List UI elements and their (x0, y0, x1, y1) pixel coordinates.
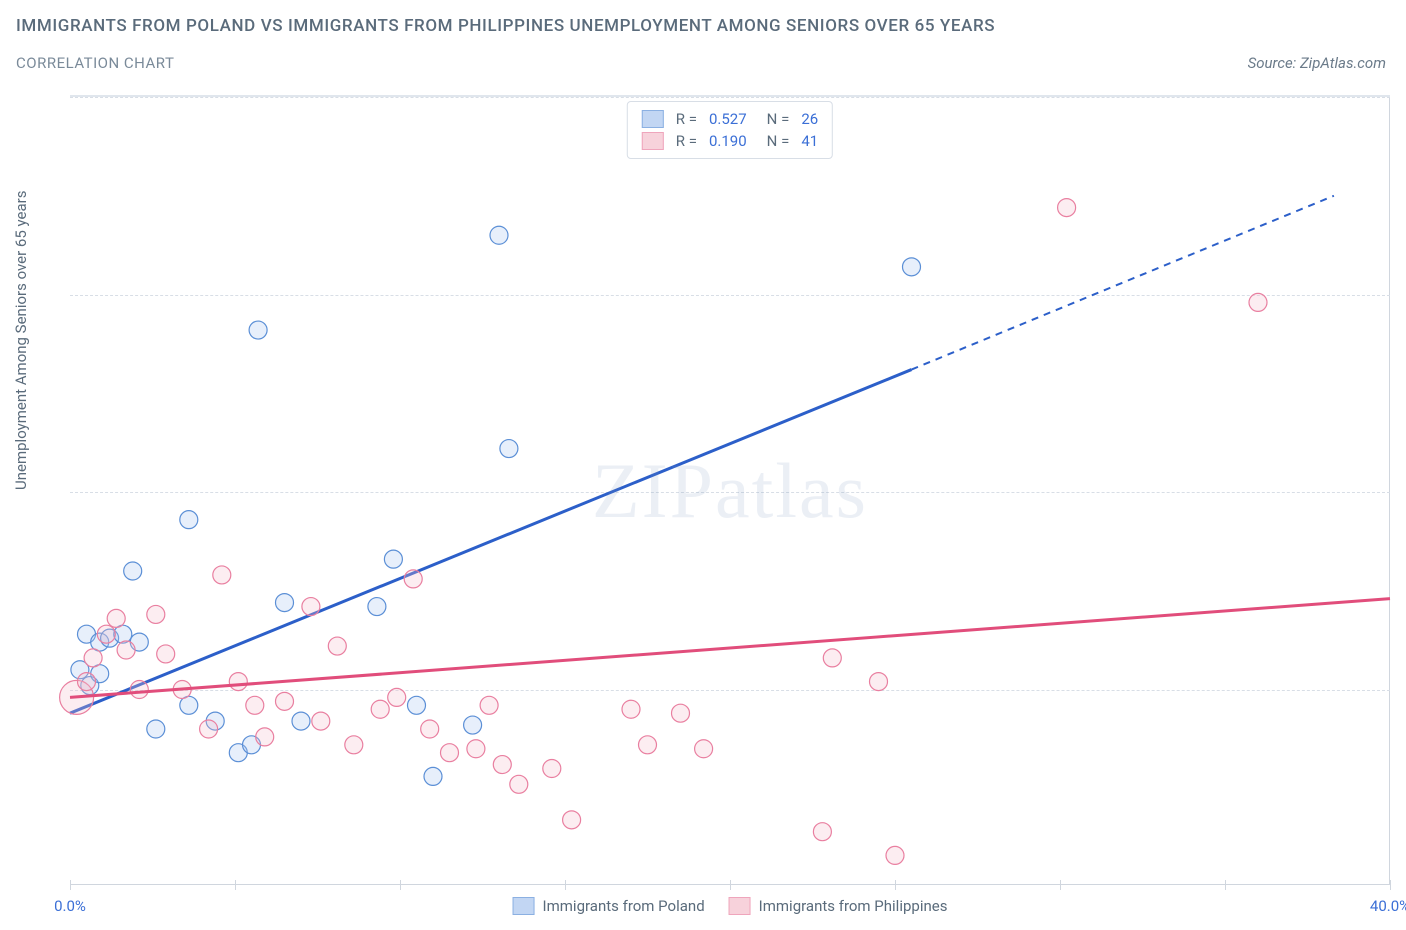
x-tick (1390, 880, 1391, 890)
trend-line (70, 370, 912, 714)
scatter-point (510, 775, 528, 793)
scatter-point (180, 511, 198, 529)
scatter-point (464, 716, 482, 734)
scatter-point (292, 712, 310, 730)
legend-n-value: 26 (801, 110, 818, 128)
legend-r-value: 0.527 (709, 110, 747, 128)
scatter-point (328, 637, 346, 655)
x-tick-label: 0.0% (54, 897, 86, 915)
scatter-point (813, 823, 831, 841)
scatter-point (672, 704, 690, 722)
legend-row: R = 0.190 N = 41 (642, 130, 818, 152)
scatter-point (480, 696, 498, 714)
scatter-point (1249, 293, 1267, 311)
scatter-point (302, 598, 320, 616)
scatter-point (200, 720, 218, 738)
legend-label: Immigrants from Poland (543, 897, 705, 915)
scatter-point (490, 226, 508, 244)
scatter-point (371, 700, 389, 718)
scatter-point (130, 681, 148, 699)
legend-r-label: R = (676, 132, 697, 150)
scatter-point (467, 740, 485, 758)
scatter-point (124, 562, 142, 580)
trend-line-dashed (912, 196, 1334, 370)
scatter-point (147, 605, 165, 623)
scatter-point (276, 594, 294, 612)
scatter-point (1058, 199, 1076, 217)
plot-area: ZIPatlas 5.0%10.0%15.0%20.0% 0.0%40.0% R… (70, 95, 1390, 885)
scatter-point (408, 696, 426, 714)
chart-title-line2: CORRELATION CHART (16, 54, 174, 72)
scatter-point (870, 673, 888, 691)
legend-swatch (642, 110, 664, 128)
scatter-svg (70, 97, 1390, 885)
legend-row: R = 0.527 N = 26 (642, 108, 818, 130)
legend-item: Immigrants from Philippines (729, 897, 948, 915)
legend-swatch (729, 897, 751, 915)
scatter-point (421, 720, 439, 738)
scatter-point (823, 649, 841, 667)
legend-swatch (513, 897, 535, 915)
legend-n-value: 41 (801, 132, 818, 150)
scatter-point (493, 756, 511, 774)
scatter-point (368, 598, 386, 616)
scatter-point (229, 673, 247, 691)
scatter-point (563, 811, 581, 829)
correlation-legend: R = 0.527 N = 26 R = 0.190 N = 41 (627, 101, 833, 159)
scatter-point (639, 736, 657, 754)
legend-label: Immigrants from Philippines (759, 897, 948, 915)
y-axis-label: Unemployment Among Seniors over 65 years (12, 191, 30, 490)
chart-title-line1: IMMIGRANTS FROM POLAND VS IMMIGRANTS FRO… (16, 16, 995, 36)
scatter-point (312, 712, 330, 730)
scatter-point (84, 649, 102, 667)
scatter-point (903, 258, 921, 276)
scatter-point (107, 609, 125, 627)
scatter-point (441, 744, 459, 762)
legend-r-value: 0.190 (709, 132, 747, 150)
scatter-point (384, 550, 402, 568)
scatter-point (276, 692, 294, 710)
legend-r-label: R = (676, 110, 697, 128)
scatter-point (97, 625, 115, 643)
trend-line (70, 599, 1390, 698)
scatter-point (213, 566, 231, 584)
scatter-point (157, 645, 175, 663)
scatter-point (695, 740, 713, 758)
scatter-point (117, 641, 135, 659)
scatter-point (404, 570, 422, 588)
legend-item: Immigrants from Poland (513, 897, 705, 915)
legend-n-label: N = (767, 110, 790, 128)
scatter-point (543, 760, 561, 778)
series-legend: Immigrants from Poland Immigrants from Ph… (513, 897, 948, 915)
legend-n-label: N = (767, 132, 790, 150)
scatter-point (78, 673, 96, 691)
scatter-point (147, 720, 165, 738)
scatter-point (500, 440, 518, 458)
scatter-point (345, 736, 363, 754)
scatter-point (886, 846, 904, 864)
scatter-point (256, 728, 274, 746)
scatter-point (424, 767, 442, 785)
source-attribution: Source: ZipAtlas.com (1248, 54, 1386, 72)
scatter-point (622, 700, 640, 718)
legend-swatch (642, 132, 664, 150)
scatter-point (249, 321, 267, 339)
x-tick-label: 40.0% (1370, 897, 1406, 915)
scatter-point (246, 696, 264, 714)
scatter-point (388, 688, 406, 706)
